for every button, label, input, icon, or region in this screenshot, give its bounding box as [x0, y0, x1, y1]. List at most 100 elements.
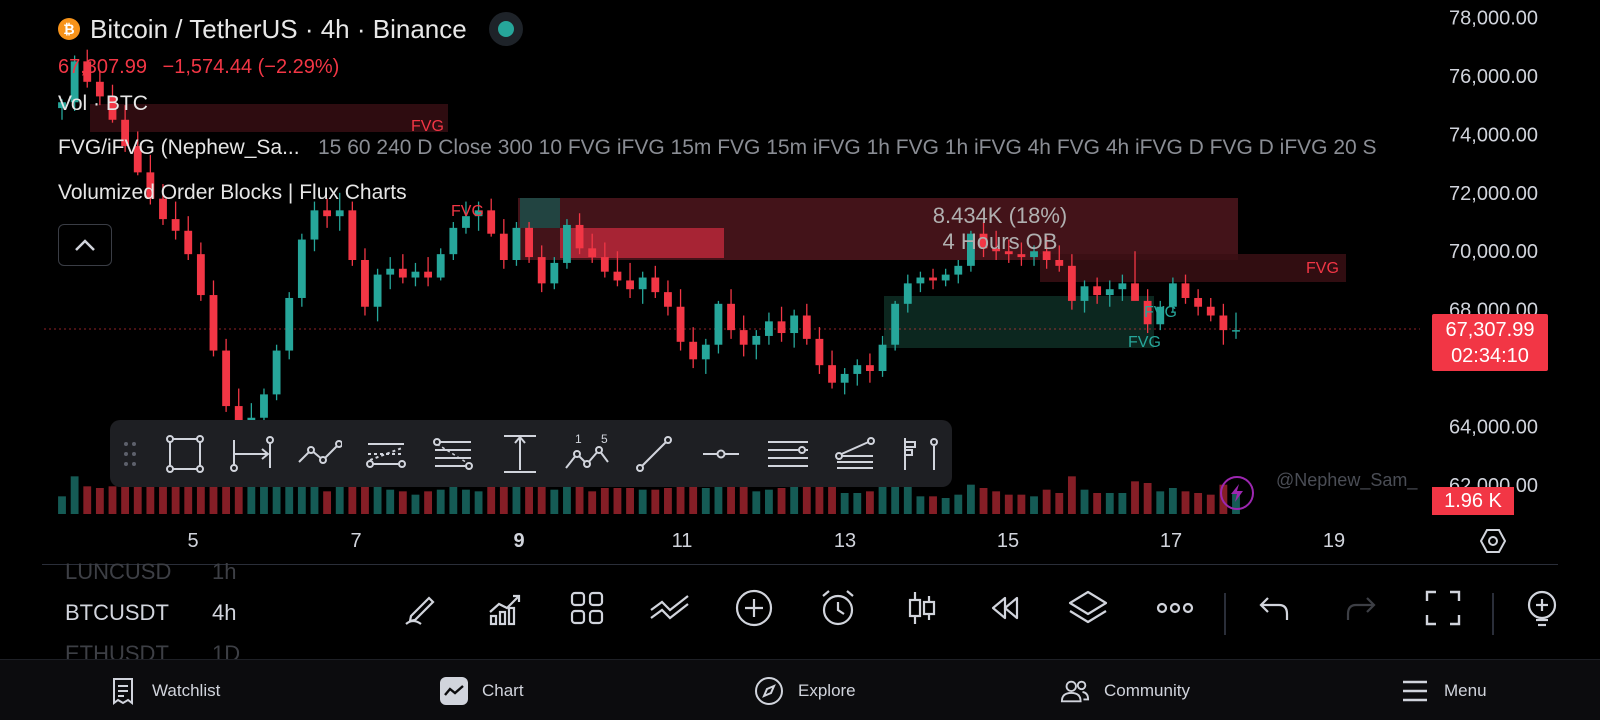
path-tool-icon[interactable]	[288, 426, 349, 482]
candle-body	[714, 303, 723, 345]
nav-watchlist[interactable]: Watchlist	[108, 660, 220, 720]
layout-grid-icon[interactable]	[562, 583, 612, 633]
nav-chart[interactable]: Chart	[440, 660, 524, 720]
fvg-indicator-label[interactable]: FVG/iFVG (Nephew_Sa...	[58, 136, 300, 159]
market-status-icon[interactable]	[488, 12, 523, 46]
parallel-channel-tool-icon[interactable]	[757, 426, 818, 482]
candle-body	[1105, 289, 1114, 296]
candle-body	[1194, 297, 1203, 307]
collapse-legend-button[interactable]	[58, 224, 112, 266]
price-range-tool-icon[interactable]	[489, 426, 550, 482]
candle-body	[929, 277, 937, 281]
candle-type-icon[interactable]	[897, 583, 947, 633]
date-range-tool-icon[interactable]	[221, 426, 282, 482]
x-axis-tick-label: 5	[187, 530, 198, 552]
symbol-title[interactable]: Bitcoin / TetherUS · 4h · Binance	[90, 13, 467, 44]
candle-body	[563, 224, 571, 263]
toolbar-separator-2	[1492, 593, 1494, 635]
redo-icon[interactable]	[1335, 583, 1385, 633]
volume-bar	[727, 479, 735, 514]
pitchfork-tool-icon[interactable]	[824, 426, 885, 482]
nav-menu[interactable]: Menu	[1400, 660, 1487, 720]
x-axis-tick-label: 9	[513, 530, 524, 552]
zoom-plus-icon[interactable]	[1520, 583, 1560, 633]
lightning-icon[interactable]	[1220, 476, 1254, 510]
nav-community[interactable]: Community	[1060, 660, 1190, 720]
more-icon[interactable]	[1150, 583, 1200, 633]
volume-bar	[613, 488, 622, 514]
volume-bar	[853, 493, 862, 514]
horizontal-ray-tool-icon[interactable]	[690, 426, 751, 482]
volume-bar	[474, 491, 483, 514]
layers-icon[interactable]	[1063, 583, 1113, 633]
volume-bar	[272, 476, 281, 514]
price-chart[interactable]: 78,000.00 76,000.00 74,000.00 72,000.00 70,0…	[0, 0, 1600, 565]
volume-tag: 1.96 K	[1432, 487, 1514, 515]
volume-bar	[184, 483, 193, 514]
volume-bar	[121, 481, 130, 514]
fib-retracement-tool-icon[interactable]	[422, 426, 483, 482]
candle-body	[828, 365, 836, 383]
volume-bar	[373, 478, 382, 514]
symbol-title-row[interactable]: ₿ Bitcoin / TetherUS · 4h · Binance	[58, 12, 523, 46]
patterns-icon[interactable]	[645, 583, 695, 633]
watchlist-icon	[108, 676, 138, 706]
drag-handle-icon[interactable]	[120, 439, 140, 469]
candle-body	[626, 280, 634, 290]
candle-body	[95, 81, 104, 97]
volume-bar	[462, 489, 470, 514]
alert-icon[interactable]	[813, 583, 863, 633]
nav-explore[interactable]: Explore	[754, 660, 856, 720]
fullscreen-icon[interactable]	[1418, 583, 1468, 633]
volume-bar	[424, 491, 432, 514]
anchored-text-tool-icon[interactable]	[891, 426, 952, 482]
volume-bar	[739, 484, 748, 514]
candle-body	[878, 344, 887, 372]
fvg-label: FVG	[1128, 334, 1161, 351]
indicators-icon[interactable]	[480, 583, 530, 633]
candle-body	[1206, 306, 1215, 316]
add-icon[interactable]	[729, 583, 779, 633]
volume-bar	[941, 498, 950, 514]
fib-channel-tool-icon[interactable]	[355, 426, 416, 482]
candle-body	[373, 274, 382, 307]
volume-bar	[701, 488, 710, 514]
undo-icon[interactable]	[1250, 583, 1300, 633]
order-block-indicator-label[interactable]: Volumized Order Blocks | Flux Charts	[58, 181, 407, 204]
volume-bar	[689, 484, 698, 514]
bar-countdown: 02:34:10	[1451, 345, 1529, 367]
candle-body	[600, 257, 609, 272]
volume-bar	[954, 494, 963, 514]
active-interval[interactable]: 4h	[212, 600, 237, 625]
replay-icon[interactable]	[980, 583, 1030, 633]
community-icon	[1060, 676, 1090, 706]
volume-bar	[891, 479, 900, 514]
watchlist-symbol-next[interactable]: ETHUSDT	[65, 641, 169, 659]
active-symbol[interactable]: BTCUSDT	[65, 600, 169, 625]
candle-body	[739, 330, 748, 345]
volume-indicator-label[interactable]: Vol · BTC	[58, 92, 148, 115]
chart-divider	[42, 564, 1558, 565]
volume-bar	[525, 484, 533, 514]
volume-bar	[790, 486, 799, 514]
candle-body	[436, 254, 445, 278]
nav-community-label: Community	[1104, 680, 1190, 700]
pencil-icon[interactable]	[396, 583, 446, 633]
volume-bar	[802, 484, 811, 514]
candle-body	[462, 216, 470, 228]
axis-settings-icon[interactable]	[1479, 528, 1507, 554]
volume-bar	[70, 476, 79, 514]
volume-bar	[348, 474, 357, 514]
rectangle-tool-icon[interactable]	[154, 426, 215, 482]
volume-bar	[95, 488, 104, 514]
trend-line-tool-icon[interactable]	[623, 426, 684, 482]
volume-bar	[916, 496, 925, 514]
volume-bar	[664, 488, 672, 514]
candle-body	[1118, 283, 1127, 290]
toolbar-separator	[1224, 593, 1226, 635]
volume-bar	[992, 491, 1001, 514]
watchlist-symbol-prev[interactable]: LUNCUSD	[65, 559, 172, 584]
chart-area[interactable]: 78,000.00 76,000.00 74,000.00 72,000.00 70,0…	[0, 0, 1600, 565]
